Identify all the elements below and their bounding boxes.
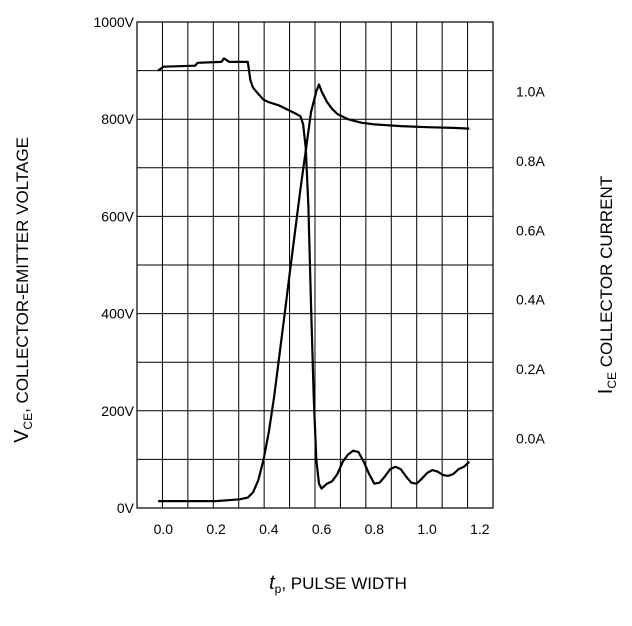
right-y-axis-label-sub: CE xyxy=(605,372,619,389)
x-tick-labels: 0.0 0.2 0.4 0.6 0.8 1.0 1.2 xyxy=(154,521,490,537)
left-y-tick-label: 600V xyxy=(101,208,134,224)
x-tick-label: 1.0 xyxy=(417,521,437,537)
collector-emitter-voltage-line xyxy=(157,57,471,490)
right-y-tick-label: 0.4A xyxy=(516,292,545,308)
left-y-tick-label: 800V xyxy=(101,111,134,127)
left-y-tick-label: 0V xyxy=(117,500,135,516)
right-y-tick-labels: 0.0A 0.2A 0.4A 0.6A 0.8A 1.0A xyxy=(516,83,545,446)
right-y-axis-label-text: COLLECTOR CURRENT xyxy=(597,176,616,372)
x-axis-label: tp, PULSE WIDTH xyxy=(269,572,407,596)
x-tick-label: 0.8 xyxy=(365,521,385,537)
x-axis-label-sub: p xyxy=(275,582,282,596)
x-axis-label-text: , PULSE WIDTH xyxy=(281,574,407,593)
right-y-tick-label: 1.0A xyxy=(516,83,545,99)
right-y-tick-label: 0.6A xyxy=(516,222,545,238)
left-y-axis-label-main: V xyxy=(11,429,33,443)
x-tick-label: 0.2 xyxy=(206,521,226,537)
collector-current-line xyxy=(158,83,470,503)
left-y-tick-label: 400V xyxy=(101,306,134,322)
left-y-axis-label-text: , COLLECTOR-EMITTER VOLTAGE xyxy=(13,137,32,413)
x-tick-label: 1.2 xyxy=(470,521,490,537)
grid xyxy=(137,22,493,508)
right-y-tick-label: 0.2A xyxy=(516,361,545,377)
right-y-axis-label: ICE COLLECTOR CURRENT xyxy=(595,176,619,394)
x-tick-label: 0.0 xyxy=(154,521,174,537)
left-y-axis-label: VCE, COLLECTOR-EMITTER VOLTAGE xyxy=(11,137,35,443)
left-y-axis-label-sub: CE xyxy=(21,413,35,430)
left-y-tick-label: 200V xyxy=(101,403,134,419)
right-y-tick-label: 0.8A xyxy=(516,153,545,169)
left-y-tick-label: 1000V xyxy=(94,14,135,30)
right-y-tick-label: 0.0A xyxy=(516,431,545,447)
plot-frame xyxy=(136,21,494,509)
series-group xyxy=(157,57,471,503)
x-tick-label: 0.6 xyxy=(312,521,332,537)
x-tick-label: 0.4 xyxy=(259,521,279,537)
right-y-axis-label-main: I xyxy=(595,389,617,395)
left-y-tick-labels: 0V 200V 400V 600V 800V 1000V xyxy=(94,14,135,516)
x-axis-label-main: t xyxy=(269,572,276,594)
